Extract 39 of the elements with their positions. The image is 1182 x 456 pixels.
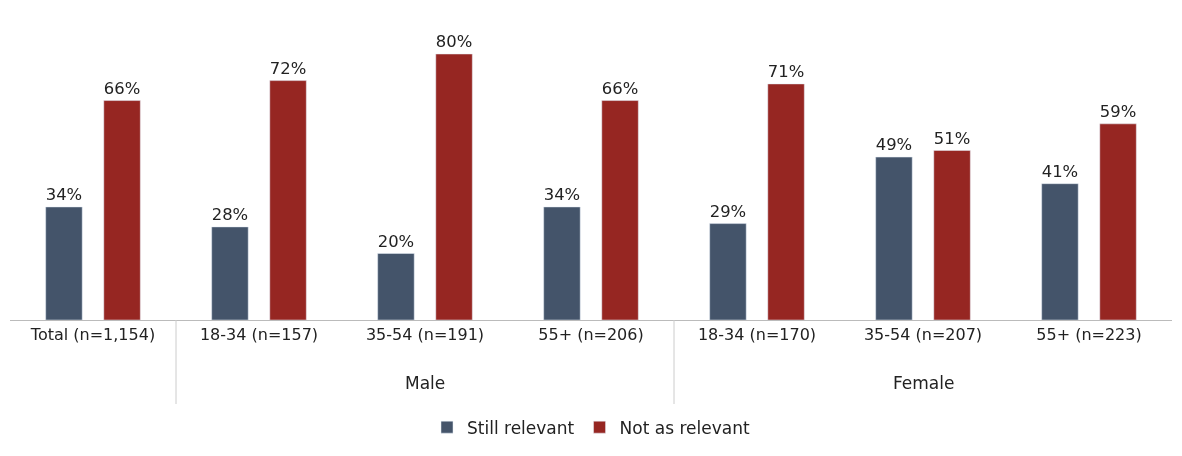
data-label: 72% (269, 58, 307, 78)
data-label: 41% (1041, 161, 1079, 181)
data-label: 49% (875, 135, 913, 155)
bar (601, 100, 639, 320)
x-tick-label: 35-54 (n=207) (863, 325, 983, 345)
data-label: 59% (1099, 101, 1137, 121)
bar (269, 80, 307, 320)
x-tick-label: 55+ (n=223) (1036, 325, 1142, 345)
data-label: 51% (933, 128, 971, 148)
data-label: 80% (435, 32, 473, 52)
bar (211, 226, 249, 320)
text: Male (405, 373, 446, 393)
data-label: 34% (543, 185, 581, 205)
bar (709, 223, 747, 320)
x-tick-label: Total (n=1,154) (29, 325, 156, 345)
bar (377, 253, 415, 320)
bar (1099, 123, 1137, 320)
bar (435, 53, 473, 320)
bar (103, 100, 141, 320)
data-label: 28% (211, 205, 249, 225)
data-label: 34% (45, 185, 83, 205)
legend-label: Still relevant (467, 417, 575, 438)
bar (543, 206, 581, 320)
x-tick-label: 55+ (n=206) (538, 325, 644, 345)
text: Female (893, 373, 955, 393)
x-tick-label: 18-34 (n=157) (199, 325, 319, 345)
legend-label: Not as relevant (619, 417, 750, 438)
bar (933, 150, 971, 320)
x-tick-label: 35-54 (n=191) (365, 325, 485, 345)
bar (1041, 183, 1079, 320)
data-label: 29% (709, 201, 747, 221)
bar (875, 156, 913, 320)
data-label: 66% (601, 78, 639, 98)
x-tick-label: 18-34 (n=170) (697, 325, 817, 345)
bar (45, 206, 83, 320)
data-label: 71% (767, 62, 805, 82)
data-label: 20% (377, 231, 415, 251)
bar (767, 83, 805, 320)
data-label: 66% (103, 78, 141, 98)
